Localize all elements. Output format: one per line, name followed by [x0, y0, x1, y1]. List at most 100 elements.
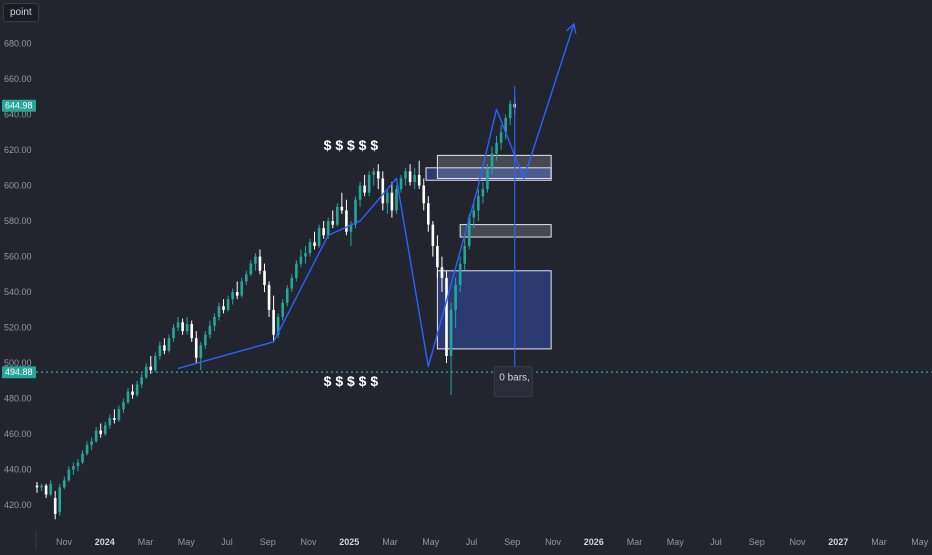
bottom-dollar-marks: $ $ $ $ $: [324, 373, 379, 389]
candle-body: [103, 425, 107, 435]
candle-body: [317, 228, 321, 246]
candle-body: [53, 498, 57, 515]
candle-body: [336, 206, 339, 225]
candle-body: [358, 185, 362, 200]
candle-body: [354, 199, 357, 225]
tooltip-box: [493, 366, 533, 398]
point-tool-label[interactable]: point: [3, 3, 39, 22]
candle-body: [431, 224, 435, 246]
candle: [445, 270, 448, 364]
candle-body: [331, 221, 335, 225]
zone-gray-1: [436, 154, 552, 179]
y-tick-label: 680.00: [4, 39, 32, 49]
candle-body: [290, 277, 294, 289]
candle-body: [213, 316, 216, 326]
candle-body: [363, 185, 366, 193]
candle-body: [44, 485, 48, 495]
candle: [386, 189, 389, 214]
candle-body: [113, 418, 116, 420]
candle-body: [176, 322, 180, 328]
x-tick-label: Sep: [260, 537, 276, 547]
candle-body: [72, 466, 75, 470]
zones-layer: [425, 154, 552, 350]
y-tick-label: 660.00: [4, 74, 32, 84]
y-tick-label: 580.00: [4, 216, 32, 226]
candle: [40, 483, 43, 491]
y-tick-label: 440.00: [4, 465, 32, 475]
candle-body: [199, 345, 203, 358]
candle: [436, 235, 439, 278]
candle-body: [240, 281, 244, 296]
candle: [381, 171, 385, 211]
candle-body: [258, 256, 262, 271]
candle-body: [181, 322, 184, 332]
candle-body: [231, 292, 234, 300]
top-dollar-marks: $ $ $ $ $: [324, 137, 379, 153]
x-tick-label: 2024: [95, 537, 115, 547]
candle: [477, 189, 480, 222]
y-tick-label: 640.00: [4, 110, 32, 120]
candle: [53, 490, 57, 520]
x-tick-label: May: [178, 537, 196, 547]
candle: [440, 256, 444, 293]
candle-body: [108, 418, 112, 426]
candle: [108, 414, 112, 429]
candle-body: [322, 228, 325, 236]
candle: [63, 476, 66, 490]
candle-body: [281, 302, 284, 317]
candle: [322, 221, 325, 239]
candle-body: [167, 338, 171, 351]
x-tick-label: 2026: [584, 537, 604, 547]
candle: [267, 281, 271, 317]
candle-body: [504, 118, 507, 133]
candle: [81, 450, 84, 465]
candle: [299, 249, 303, 268]
candle: [154, 352, 157, 372]
x-tick-label: Nov: [545, 537, 562, 547]
y-tick-label: 420.00: [4, 500, 32, 510]
candle-body: [99, 430, 102, 435]
candle: [90, 437, 93, 451]
candle-body: [185, 324, 189, 332]
candle-body: [313, 242, 316, 246]
candle: [245, 270, 248, 285]
candle: [240, 277, 244, 298]
candle: [422, 178, 426, 211]
candle: [190, 320, 193, 342]
candle: [254, 253, 257, 271]
x-tick-label: Mar: [871, 537, 887, 547]
candle-body: [458, 263, 462, 285]
candle: [345, 199, 348, 236]
candle: [399, 174, 403, 193]
candle: [258, 249, 262, 275]
x-tick-label: Mar: [382, 537, 398, 547]
x-tick-label: May: [911, 537, 929, 547]
candle: [313, 231, 316, 250]
candle: [67, 466, 71, 483]
candle: [404, 167, 407, 186]
candle: [163, 338, 166, 355]
candle: [126, 387, 130, 404]
x-tick-label: Sep: [749, 537, 765, 547]
candle: [235, 281, 239, 300]
candle-body: [445, 277, 448, 356]
candle-body: [399, 178, 403, 190]
x-tick-label: Nov: [789, 537, 806, 547]
candle: [308, 238, 312, 257]
candle: [76, 458, 80, 472]
candle-body: [81, 453, 84, 463]
candle: [117, 405, 121, 422]
candle-body: [340, 206, 344, 211]
candle: [204, 331, 207, 349]
candle: [181, 318, 184, 335]
candle-body: [222, 306, 225, 310]
candle: [172, 324, 175, 342]
dotted-level-label-box: [2, 366, 36, 379]
candle-body: [376, 171, 380, 179]
candle: [208, 320, 212, 339]
axis-layer: 420.00 440.00 460.00 480.00 500.00 520.00 540.…: [2, 39, 929, 550]
candle: [144, 363, 148, 380]
candle-body: [117, 409, 121, 420]
